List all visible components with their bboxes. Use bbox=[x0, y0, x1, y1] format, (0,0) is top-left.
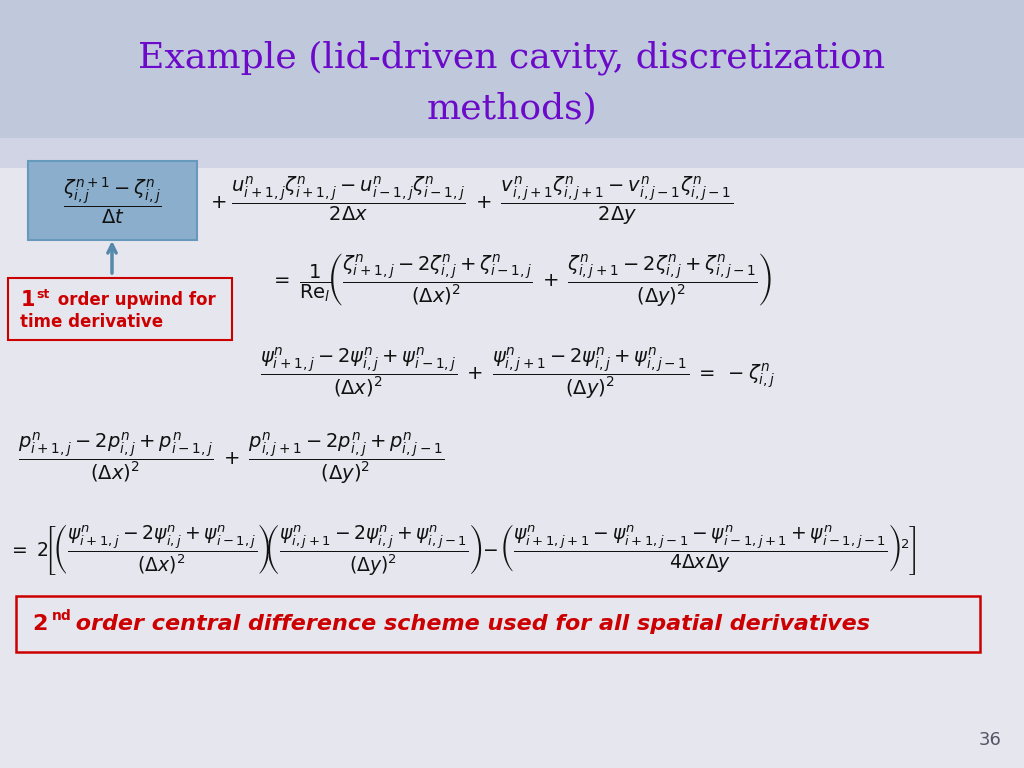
Text: 36: 36 bbox=[979, 731, 1001, 749]
Text: $\dfrac{\zeta_{i,j}^{n+1} - \zeta_{i,j}^{n}}{\Delta t}$: $\dfrac{\zeta_{i,j}^{n+1} - \zeta_{i,j}^… bbox=[62, 176, 161, 226]
Text: $+\;\dfrac{u_{i+1,j}^{n}\zeta_{i+1,j}^{n} - u_{i-1,j}^{n}\zeta_{i-1,j}^{n}}{2\De: $+\;\dfrac{u_{i+1,j}^{n}\zeta_{i+1,j}^{n… bbox=[210, 175, 733, 227]
Text: $\mathbf{2}$: $\mathbf{2}$ bbox=[32, 614, 47, 634]
Text: time derivative: time derivative bbox=[20, 313, 163, 331]
FancyBboxPatch shape bbox=[8, 278, 232, 340]
Text: order central difference scheme used for all spatial derivatives: order central difference scheme used for… bbox=[68, 614, 870, 634]
Text: $=\;2\!\left[\!\left(\dfrac{\psi_{i+1,j}^{n} - 2\psi_{i,j}^{n} + \psi_{i-1,j}^{n: $=\;2\!\left[\!\left(\dfrac{\psi_{i+1,j}… bbox=[8, 522, 916, 578]
Text: st: st bbox=[36, 289, 49, 302]
FancyBboxPatch shape bbox=[16, 596, 980, 652]
Text: $\dfrac{\psi_{i+1,j}^{n} - 2\psi_{i,j}^{n} + \psi_{i-1,j}^{n}}{(\Delta x)^2}\;+\: $\dfrac{\psi_{i+1,j}^{n} - 2\psi_{i,j}^{… bbox=[260, 345, 775, 401]
FancyBboxPatch shape bbox=[28, 161, 197, 240]
Text: $=\;\dfrac{1}{\mathrm{Re}_l}\!\left(\dfrac{\zeta_{i+1,j}^{n} - 2\zeta_{i,j}^{n} : $=\;\dfrac{1}{\mathrm{Re}_l}\!\left(\dfr… bbox=[270, 251, 772, 309]
Text: order upwind for: order upwind for bbox=[52, 291, 216, 309]
Text: Example (lid-driven cavity, discretization: Example (lid-driven cavity, discretizati… bbox=[138, 41, 886, 75]
Bar bbox=[0, 138, 1024, 168]
Bar bbox=[0, 0, 1024, 148]
Text: $\dfrac{p_{i+1,j}^{n} - 2p_{i,j}^{n} + p_{i-1,j}^{n}}{(\Delta x)^2}\;+\;\dfrac{p: $\dfrac{p_{i+1,j}^{n} - 2p_{i,j}^{n} + p… bbox=[18, 430, 444, 486]
Text: nd: nd bbox=[52, 609, 72, 623]
Text: methods): methods) bbox=[427, 91, 597, 125]
Text: $\mathbf{1}$: $\mathbf{1}$ bbox=[20, 290, 35, 310]
